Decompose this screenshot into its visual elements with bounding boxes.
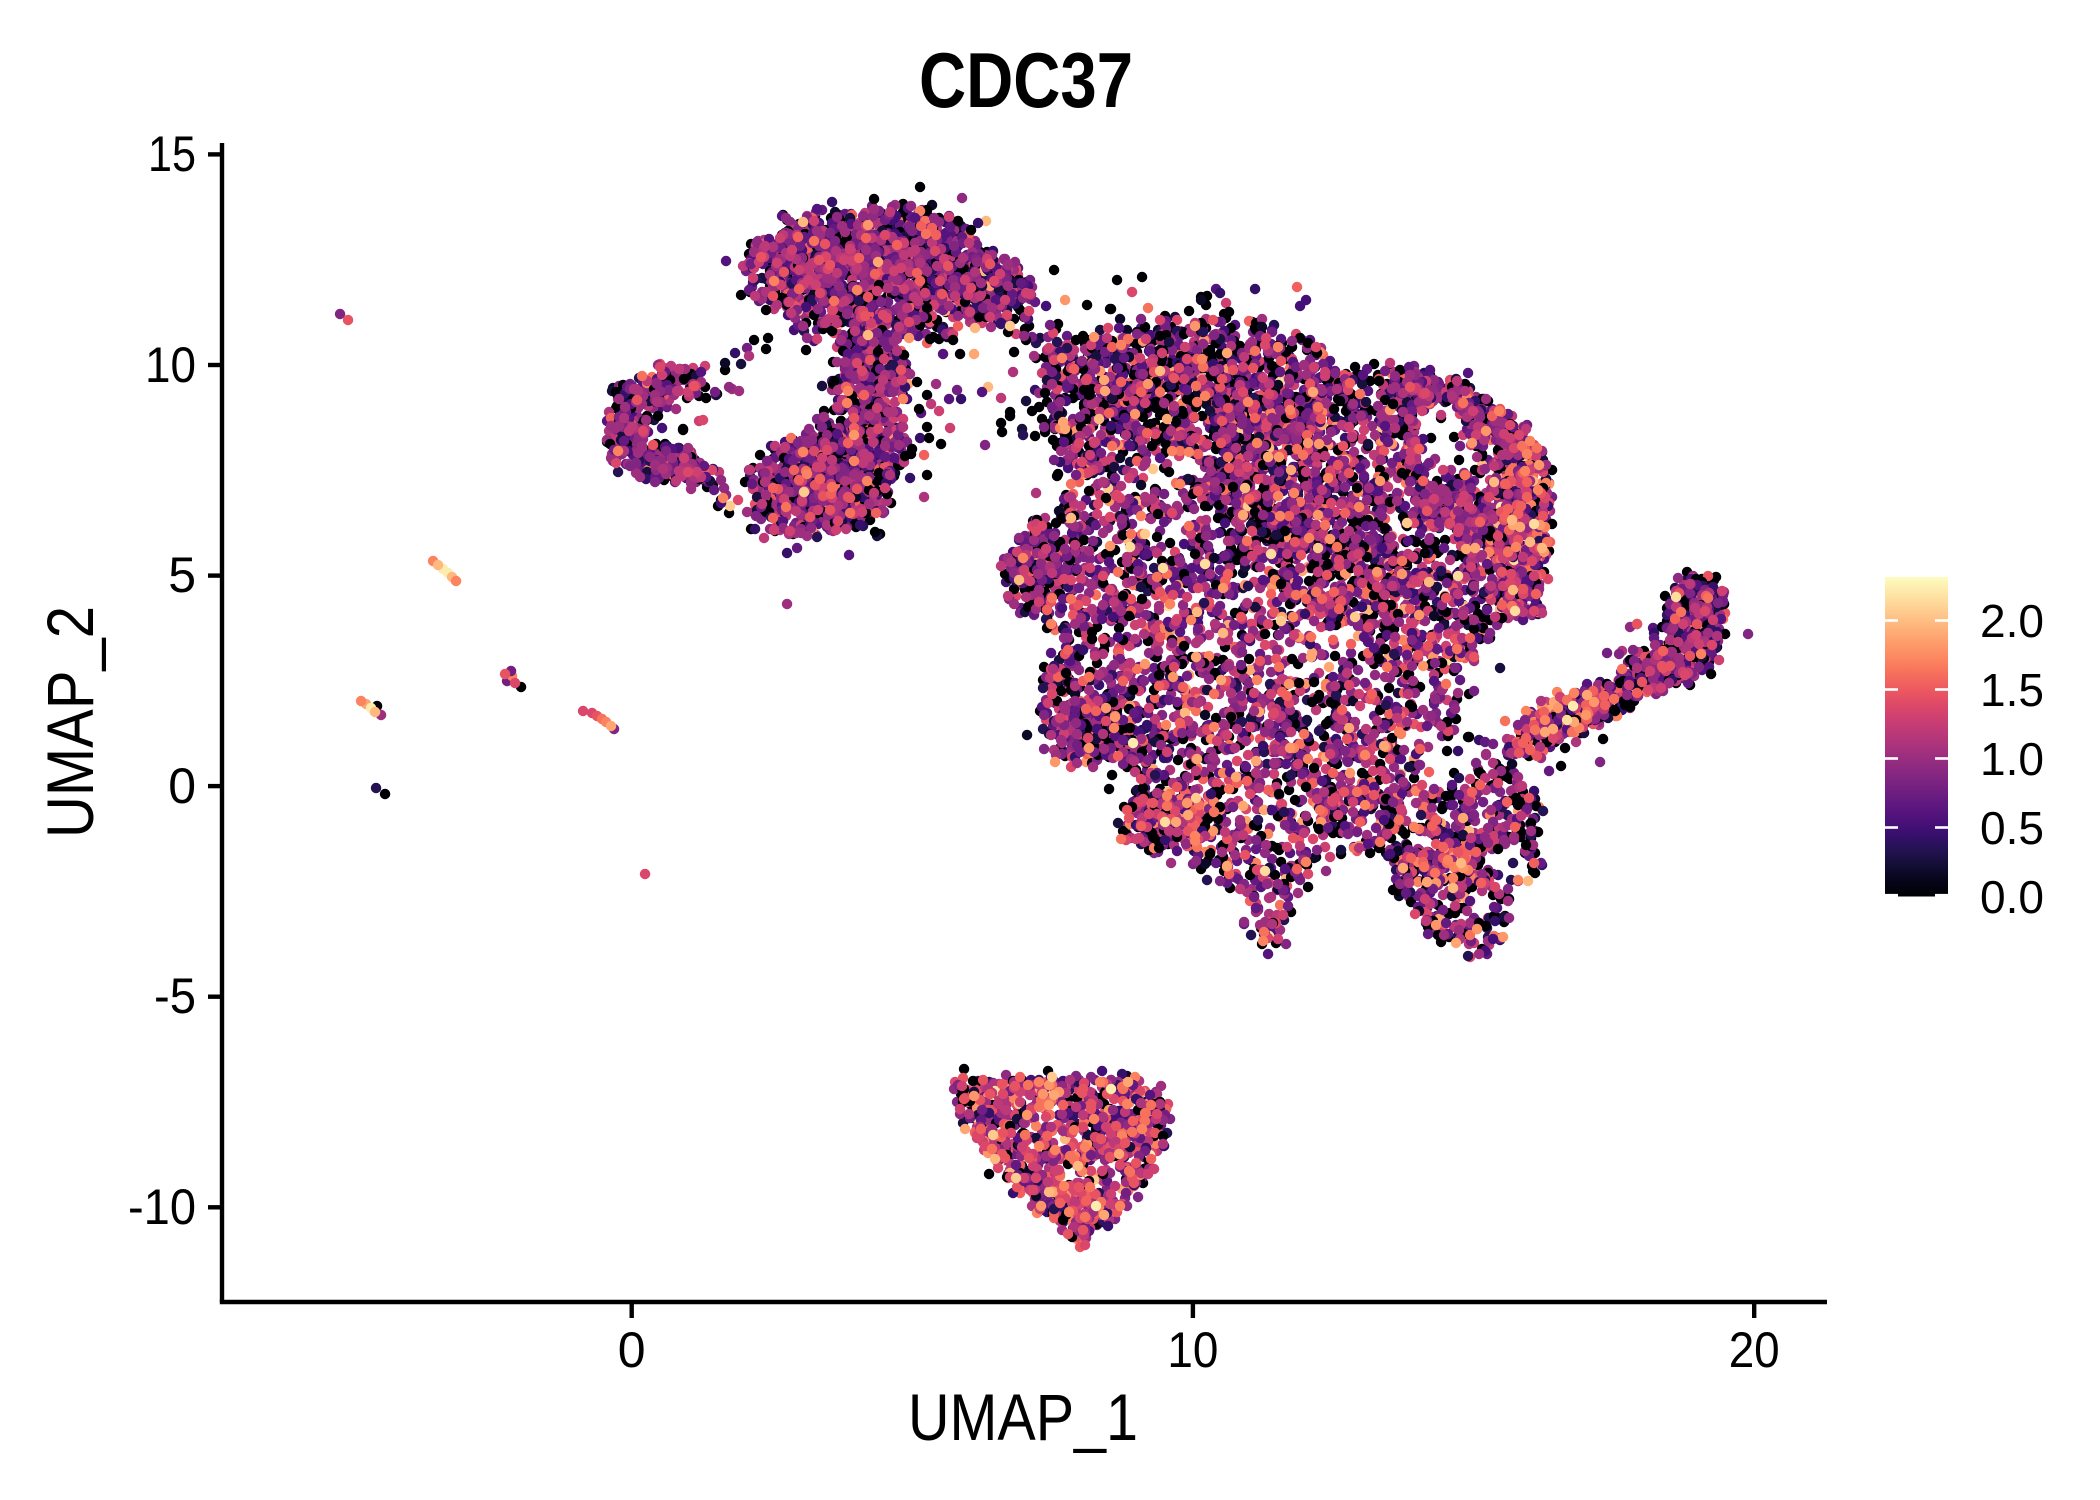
svg-text:0.5: 0.5 [1980, 802, 2044, 854]
svg-text:10: 10 [145, 337, 196, 393]
svg-text:CDC37: CDC37 [919, 36, 1133, 124]
svg-text:0: 0 [618, 1322, 646, 1378]
svg-text:0: 0 [168, 758, 196, 814]
svg-text:1.5: 1.5 [1980, 664, 2044, 716]
svg-text:-10: -10 [128, 1179, 196, 1235]
svg-text:15: 15 [148, 126, 196, 182]
svg-text:2.0: 2.0 [1980, 595, 2044, 647]
svg-text:10: 10 [1167, 1322, 1218, 1378]
svg-text:UMAP_1: UMAP_1 [908, 1380, 1138, 1454]
svg-text:1.0: 1.0 [1980, 733, 2044, 785]
svg-text:0.0: 0.0 [1980, 871, 2044, 923]
svg-text:20: 20 [1729, 1322, 1780, 1378]
svg-text:5: 5 [168, 547, 196, 603]
svg-text:UMAP_2: UMAP_2 [33, 606, 107, 838]
svg-text:-5: -5 [154, 968, 196, 1024]
